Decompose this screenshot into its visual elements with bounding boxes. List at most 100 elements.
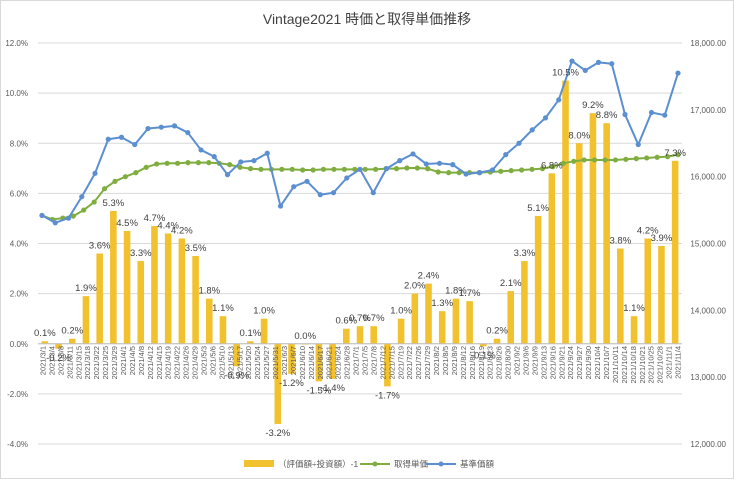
marker-nav [370, 190, 376, 196]
marker-nav [436, 160, 443, 166]
marker-nav [171, 123, 178, 129]
marker-nav [357, 166, 363, 172]
x-axis-date-label: 2021/3/25 [101, 346, 110, 379]
marker-nav [569, 58, 575, 64]
x-axis-date-label: 2021/4/1 [119, 346, 128, 375]
bar-data-label: 10.5% [552, 68, 579, 79]
right-axis-tick-label: 16,000.00 [690, 173, 726, 182]
x-axis-date-label: 2021/4/12 [146, 346, 155, 379]
left-axis-tick-label: 0.0% [10, 340, 28, 349]
x-axis-date-label: 2021/4/19 [164, 346, 173, 379]
x-axis-date-label: 2021/4/22 [173, 346, 182, 379]
bar-data-label: 8.8% [596, 110, 618, 121]
marker-nav [238, 159, 244, 165]
marker-nav [79, 194, 85, 200]
marker-cost [143, 164, 149, 170]
x-axis-date-label: 2021/3/8 [56, 346, 65, 375]
x-axis-date-label: 2021/6/7 [289, 346, 298, 375]
x-axis-date-label: 2021/6/24 [334, 346, 343, 379]
marker-nav [489, 167, 496, 173]
legend-label-cost: 取得単価 [394, 459, 429, 469]
x-axis-date-label: 2021/5/6 [208, 346, 217, 375]
x-axis-date-label: 2021/9/16 [548, 346, 557, 379]
bar-data-label: 0.7% [349, 313, 371, 324]
marker-nav [397, 158, 403, 164]
marker-cost [237, 164, 243, 170]
x-axis-date-label: 2021/4/15 [155, 346, 164, 379]
bar [205, 298, 213, 344]
bar-data-label: 5.1% [527, 203, 549, 214]
marker-cost [414, 165, 420, 171]
bar [397, 318, 405, 344]
left-axis-tick-label: 2.0% [10, 290, 28, 299]
bar-data-label: 0.7% [363, 313, 385, 324]
marker-cost [404, 165, 410, 171]
x-axis-date-label: 2021/9/6 [521, 346, 530, 375]
bar-data-label: 0.2% [61, 326, 83, 337]
right-axis-tick-label: 13,000.00 [690, 373, 726, 382]
x-axis-date-label: 2021/10/7 [602, 346, 611, 379]
marker-cost [435, 169, 441, 175]
marker-cost [310, 167, 316, 173]
marker-cost [612, 157, 619, 163]
marker-nav [145, 125, 151, 132]
x-axis-date-label: 2021/3/22 [92, 346, 101, 379]
marker-cost [623, 156, 629, 162]
x-axis-date-label: 2021/8/26 [495, 346, 504, 379]
marker-nav [423, 161, 429, 167]
x-axis-date-label: 2021/6/10 [298, 346, 307, 379]
bar-data-label: 3.9% [651, 233, 673, 244]
x-axis-date-label: 2021/6/28 [343, 346, 352, 379]
marker-nav [556, 97, 562, 103]
bar-data-label: 4.2% [171, 225, 193, 236]
bar-data-label: 1.8% [445, 286, 467, 297]
bar [329, 343, 336, 379]
x-axis-date-label: 2021/8/30 [504, 346, 513, 379]
x-axis-date-label: 2021/7/19 [396, 346, 405, 379]
marker-nav [503, 152, 509, 158]
marker-nav [118, 134, 125, 140]
x-axis-date-label: 2021/5/17 [235, 346, 244, 379]
legend: （評価額÷投資額）-1 取得単価 基準価額 [244, 459, 495, 469]
x-axis-date-label: 2021/10/25 [647, 346, 656, 384]
bar [452, 298, 460, 344]
bar-data-label: -3.2% [265, 428, 290, 439]
x-axis-date-label: 2021/8/16 [468, 346, 477, 379]
left-axis-tick-label: 4.0% [10, 240, 28, 249]
bar-data-label: 2.1% [500, 278, 522, 289]
marker-nav [317, 192, 323, 198]
marker-nav [52, 220, 58, 226]
x-axis-date-label: 2021/8/19 [477, 346, 486, 379]
gridlines [38, 42, 682, 445]
marker-cost [133, 170, 139, 176]
x-axis-date-label: 2021/9/2 [513, 346, 522, 375]
x-axis-date-label: 2021/5/27 [262, 346, 271, 379]
x-axis-date-label: 2021/3/15 [74, 346, 83, 379]
marker-nav [622, 111, 628, 118]
bar [589, 113, 597, 344]
marker-cost [195, 160, 201, 166]
bar-data-label: 8.0% [568, 130, 590, 141]
marker-nav [330, 190, 337, 196]
bar [507, 291, 515, 344]
bar [288, 343, 295, 374]
x-axis-date-label: 2021/11/1 [665, 346, 674, 379]
bar [164, 233, 172, 344]
bar [630, 316, 638, 344]
left-axis-tick-label: 6.0% [10, 189, 28, 198]
x-axis-date-label: 2021/10/14 [620, 346, 629, 384]
marker-nav [39, 212, 45, 219]
marker-cost [91, 199, 97, 205]
bar-data-label: 1.1% [623, 303, 645, 314]
bar [575, 143, 583, 344]
marker-cost [122, 174, 129, 180]
bar [82, 296, 90, 344]
bar-data-label: 3.3% [514, 248, 536, 259]
marker-cost [664, 154, 671, 160]
marker-cost [393, 166, 400, 172]
marker-cost [164, 160, 170, 166]
left-axis-tick-label: -2.0% [7, 390, 28, 399]
bar-data-label: -0.2% [46, 353, 71, 364]
